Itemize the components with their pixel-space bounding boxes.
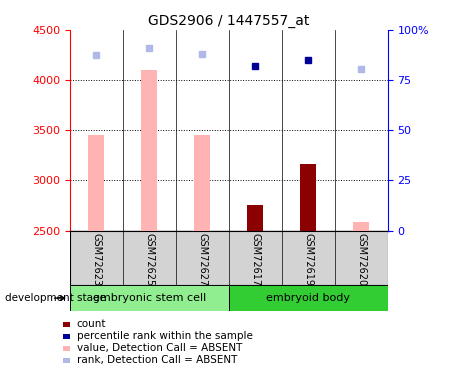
Bar xyxy=(248,204,263,231)
Text: GSM72623: GSM72623 xyxy=(92,233,101,286)
Bar xyxy=(229,285,388,311)
Text: rank, Detection Call = ABSENT: rank, Detection Call = ABSENT xyxy=(77,356,237,365)
Bar xyxy=(142,70,157,231)
Text: GSM72617: GSM72617 xyxy=(250,233,260,286)
Bar xyxy=(88,135,104,231)
Text: development stage: development stage xyxy=(5,293,106,303)
Bar xyxy=(70,285,229,311)
Text: value, Detection Call = ABSENT: value, Detection Call = ABSENT xyxy=(77,344,242,353)
Text: count: count xyxy=(77,320,106,329)
Text: GSM72627: GSM72627 xyxy=(198,233,207,286)
Bar xyxy=(354,222,369,231)
Bar xyxy=(300,164,316,231)
Title: GDS2906 / 1447557_at: GDS2906 / 1447557_at xyxy=(148,13,309,28)
Text: GSM72620: GSM72620 xyxy=(356,233,366,286)
Text: embryonic stem cell: embryonic stem cell xyxy=(93,293,206,303)
Text: GSM72625: GSM72625 xyxy=(144,233,154,286)
Bar xyxy=(194,135,210,231)
Text: percentile rank within the sample: percentile rank within the sample xyxy=(77,332,253,341)
Text: embryoid body: embryoid body xyxy=(267,293,350,303)
Text: GSM72619: GSM72619 xyxy=(304,233,313,286)
